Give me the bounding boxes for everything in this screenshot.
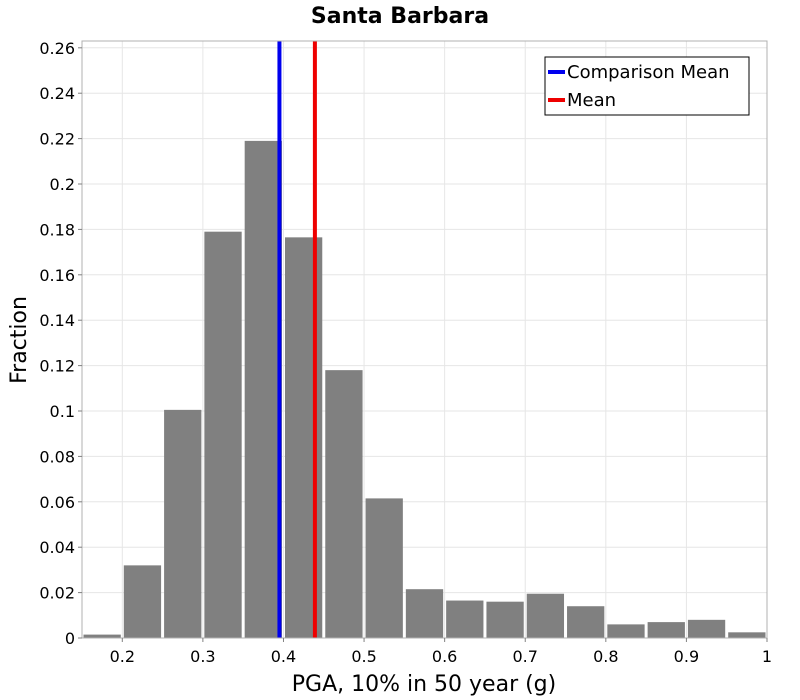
histogram-bar-11 (526, 593, 565, 638)
legend-label-mean: Mean (567, 90, 616, 111)
y-tick-label: 0.08 (39, 447, 75, 466)
histogram-bar-2 (164, 409, 202, 638)
plot-area-frame (81, 40, 768, 639)
y-tick-label: 0.04 (39, 538, 75, 557)
x-tick-label: 0.5 (351, 647, 376, 666)
y-tick-label: 0.06 (39, 493, 75, 512)
y-axis-ticks: 0 0.02 0.04 0.06 0.08 0.1 0.12 0.14 0.16 0.18 0.2 0… (39, 39, 82, 648)
histogram-bar-6 (325, 370, 363, 638)
histogram-bar-3 (204, 231, 242, 638)
x-tick-label: 0.3 (190, 647, 215, 666)
y-tick-label: 0.18 (39, 220, 75, 239)
y-tick-label: 0 (65, 629, 75, 648)
legend: Comparison Mean Mean (544, 56, 750, 116)
legend-label-comparison-mean: Comparison Mean (567, 62, 730, 83)
histogram-bar-1 (123, 565, 162, 638)
x-tick-label: 0.4 (271, 647, 296, 666)
x-tick-label: 0.8 (593, 647, 618, 666)
histogram-bar-15 (687, 619, 726, 638)
bars (83, 140, 766, 638)
histogram-bar-14 (647, 622, 685, 638)
histogram-bar-4 (244, 140, 282, 638)
histogram-bar-16 (728, 632, 766, 638)
histogram-bar-7 (365, 498, 403, 638)
x-tick-label: 0.6 (432, 647, 457, 666)
y-tick-label: 0.22 (39, 130, 75, 149)
y-tick-label: 0.12 (39, 357, 75, 376)
histogram-bar-12 (567, 606, 605, 638)
legend-box (544, 56, 750, 116)
y-tick-label: 0.16 (39, 266, 75, 285)
histogram-bar-9 (446, 600, 484, 638)
histogram-bar-0 (83, 634, 121, 638)
histogram-bar-10 (486, 601, 524, 638)
x-tick-label: 1 (762, 647, 772, 666)
y-tick-label: 0.26 (39, 39, 75, 58)
x-tick-label: 0.2 (110, 647, 135, 666)
x-tick-label: 0.7 (513, 647, 538, 666)
y-tick-label: 0.14 (39, 311, 75, 330)
x-axis-label: PGA, 10% in 50 year (g) (292, 672, 556, 697)
y-axis-label: Fraction (7, 296, 32, 384)
y-tick-label: 0.24 (39, 84, 75, 103)
histogram-bar-8 (405, 589, 444, 638)
histogram-bar-13 (607, 624, 645, 638)
y-tick-label: 0.1 (50, 402, 75, 421)
y-tick-label: 0.02 (39, 584, 75, 603)
x-axis-ticks: 0.2 0.3 0.4 0.5 0.6 0.7 0.8 0.9 1 (110, 638, 772, 666)
chart-title: Santa Barbara (311, 4, 489, 29)
y-tick-label: 0.2 (50, 175, 75, 194)
x-tick-label: 0.9 (674, 647, 699, 666)
mean-lines (277, 41, 317, 638)
